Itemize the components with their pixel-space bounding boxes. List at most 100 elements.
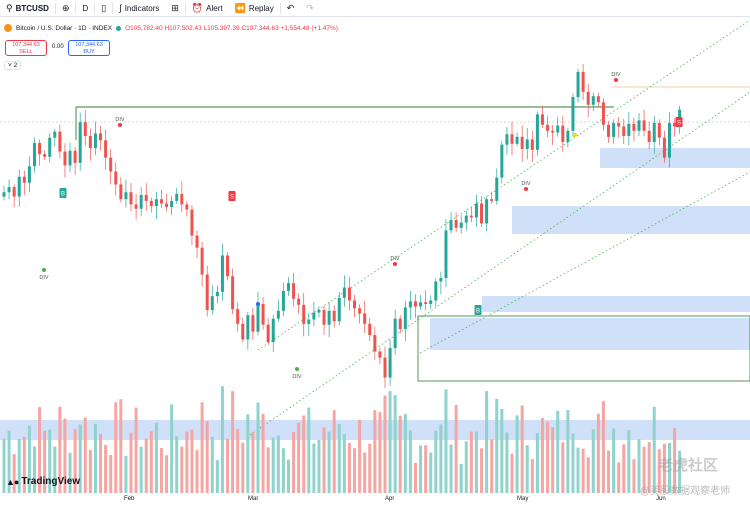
x-tick-label: May xyxy=(517,496,529,502)
volume-bar xyxy=(104,444,108,493)
volume-bar xyxy=(12,454,16,493)
volume-bar xyxy=(7,430,11,493)
candle-body xyxy=(429,300,433,304)
volume-bar xyxy=(246,414,250,493)
divergence-label: DIV xyxy=(292,374,302,380)
candle-body xyxy=(632,123,636,131)
volume-bar xyxy=(154,422,158,493)
symbol-label: BTCUSD xyxy=(15,3,49,13)
candle-body xyxy=(591,96,595,105)
candle-body xyxy=(601,102,605,125)
candle-body xyxy=(190,209,194,236)
alert-button[interactable]: ⏰ Alert xyxy=(186,0,229,17)
volume-bar xyxy=(170,404,174,493)
candle-body xyxy=(109,157,113,172)
candle-body xyxy=(353,300,357,309)
watermark-title: 老虎社区 xyxy=(658,457,719,474)
candle-body xyxy=(480,203,484,224)
candle-body xyxy=(571,97,575,131)
volume-bar xyxy=(317,439,321,493)
candle-body xyxy=(281,290,285,311)
candle-body xyxy=(469,215,473,218)
replay-button[interactable]: ⏪ Replay xyxy=(229,0,280,17)
volume-bar xyxy=(673,428,677,493)
channel-line xyxy=(419,171,750,354)
volume-bar xyxy=(358,419,362,493)
candle-body xyxy=(474,203,478,218)
volume-bar xyxy=(449,444,453,493)
volume-bar xyxy=(38,407,42,493)
redo-icon: ↷ xyxy=(306,2,314,13)
candle-body xyxy=(561,125,565,143)
redo-button[interactable]: ↷ xyxy=(300,0,320,17)
spread-value: 0.00 xyxy=(52,44,64,50)
candle-body xyxy=(73,150,77,163)
signal-label: B xyxy=(476,309,480,315)
candle-body xyxy=(617,123,621,127)
candle-body xyxy=(68,150,72,166)
volume-bar xyxy=(378,412,382,493)
undo-button[interactable]: ↶ xyxy=(281,0,301,17)
candle-body xyxy=(17,176,21,197)
divergence-dot xyxy=(393,262,397,266)
indicators-button[interactable]: ∫ Indicators xyxy=(113,0,165,17)
volume-bar xyxy=(363,452,367,493)
interval-button[interactable]: D xyxy=(76,0,94,17)
volume-bar xyxy=(657,449,661,493)
candle-body xyxy=(373,335,377,352)
candle-body xyxy=(439,277,443,282)
volume-bar xyxy=(581,448,585,493)
volume-bar xyxy=(124,455,128,493)
candles-icon: ▯ xyxy=(101,2,107,13)
candle-body xyxy=(231,276,235,310)
tradingview-logo[interactable]: ▲● TradingView xyxy=(6,476,80,487)
templates-button[interactable]: ⊞ xyxy=(165,0,185,17)
volume-bar xyxy=(195,450,199,493)
candle-body xyxy=(210,296,214,311)
candle-body xyxy=(393,318,397,349)
collapse-indicators-button[interactable]: ˅ 2 xyxy=(4,61,22,70)
volume-bar xyxy=(307,407,311,493)
signal-label: B xyxy=(61,192,65,198)
volume-bar xyxy=(43,430,47,493)
sell-button[interactable]: 107,344.63 SELL xyxy=(5,40,47,56)
volume-bar xyxy=(647,442,651,493)
volume-bar xyxy=(175,436,179,493)
volume-bar xyxy=(220,386,224,493)
candle-body xyxy=(667,123,671,158)
tradingview-icon: ▲● xyxy=(6,476,19,487)
candle-body xyxy=(124,192,128,200)
compare-button[interactable]: ⊕ xyxy=(56,0,76,17)
signal-flag xyxy=(474,305,482,315)
volume-bar xyxy=(459,463,463,493)
x-tick-label: Jun xyxy=(656,496,666,502)
divider xyxy=(112,2,114,14)
volume-bar xyxy=(99,433,103,493)
candle-body xyxy=(205,274,209,311)
divider xyxy=(94,2,96,14)
candle-body xyxy=(149,200,153,207)
volume-bar xyxy=(368,443,372,493)
volume-bar xyxy=(185,431,189,493)
chart-type-button[interactable]: ▯ xyxy=(95,0,112,17)
candle-body xyxy=(403,307,407,330)
symbol-search[interactable]: ⚲ BTCUSD xyxy=(0,0,55,17)
candle-body xyxy=(485,199,489,224)
demand-zone xyxy=(600,148,750,168)
candle-body xyxy=(627,123,631,136)
volume-bar xyxy=(561,442,565,493)
candle-body xyxy=(642,120,646,131)
volume-bar xyxy=(566,410,570,493)
candle-body xyxy=(12,187,16,197)
candle-body xyxy=(266,324,270,343)
candle-body xyxy=(144,194,148,201)
volume-bar xyxy=(63,418,67,493)
volume-bar xyxy=(393,395,397,493)
volume-bar xyxy=(667,442,671,493)
volume-bar xyxy=(469,431,473,493)
volume-bar xyxy=(332,410,336,493)
buy-button[interactable]: 107,344.63 BUY xyxy=(68,40,110,56)
market-status-icon xyxy=(116,25,122,31)
volume-bar xyxy=(485,391,489,493)
